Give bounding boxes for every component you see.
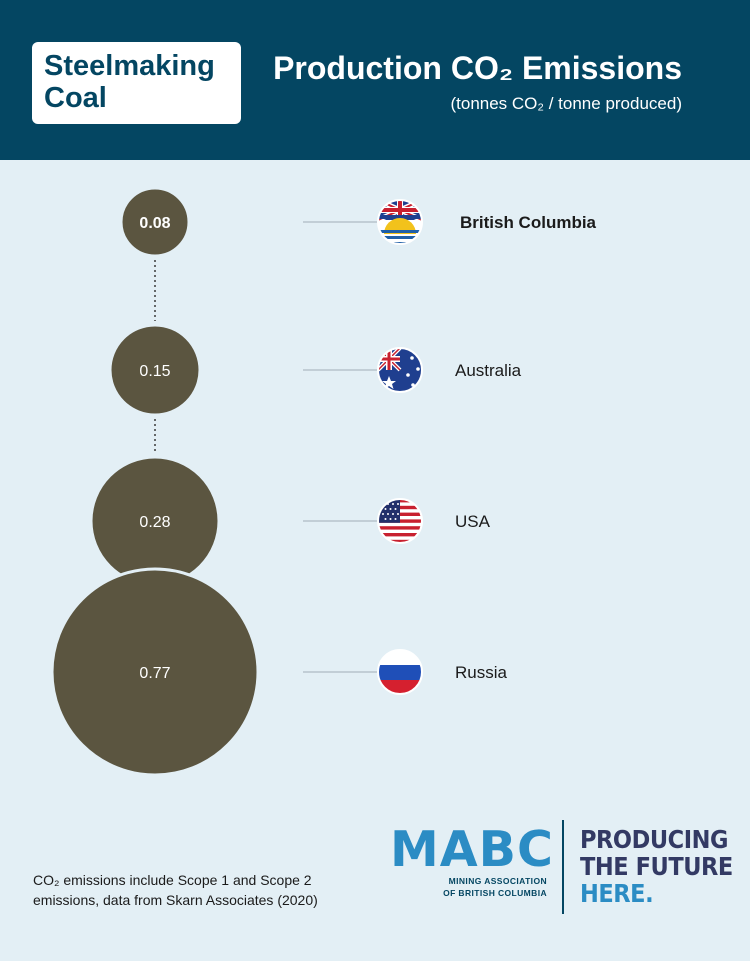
tagline-line-1: PRODUCING	[580, 825, 729, 854]
australia-flag	[378, 348, 422, 392]
category-label: British Columbia	[460, 213, 597, 232]
chart-subtitle: (tonnes CO₂ / tonne produced)	[450, 94, 682, 113]
category-label: Australia	[455, 361, 522, 380]
topic-badge: Steelmaking Coal	[32, 42, 241, 124]
category-label: USA	[455, 512, 491, 531]
bubble-australia	[108, 323, 202, 417]
tagline: PRODUCING THE FUTURE HERE.	[580, 826, 733, 907]
badge-line-1: Steelmaking	[44, 50, 215, 82]
header-banner: Steelmaking Coal Production CO₂ Emission…	[0, 0, 750, 160]
chart-title: Production CO₂ Emissions	[273, 50, 682, 86]
footnote-line-1: CO₂ emissions include Scope 1 and Scope …	[33, 872, 312, 888]
bubble-chart: 0.08 0.15 0.28 0.77	[50, 186, 597, 777]
badge-line-2: Coal	[44, 82, 107, 114]
footnote-line-2: emissions, data from Skarn Associates (2…	[33, 892, 318, 908]
value-label: 0.28	[139, 514, 170, 531]
logo-wordmark: MABC	[390, 821, 554, 878]
category-label: Russia	[455, 663, 508, 682]
tagline-line-3: HERE.	[580, 879, 654, 908]
bubble-british-columbia	[119, 186, 191, 258]
mabc-logo: MABC MINING ASSOCIATION OF BRITISH COLUM…	[390, 825, 555, 910]
logo-divider	[562, 820, 564, 914]
value-label: 0.15	[139, 363, 170, 380]
tagline-line-2: THE FUTURE	[580, 852, 733, 881]
bubble-russia	[50, 567, 260, 777]
value-label: 0.77	[139, 665, 170, 682]
logo-subtitle-line-1: MINING ASSOCIATION	[448, 876, 547, 886]
footnote: CO₂ emissions include Scope 1 and Scope …	[33, 870, 353, 910]
value-label: 0.08	[139, 215, 170, 232]
logo-subtitle-line-2: OF BRITISH COLUMBIA	[443, 888, 547, 898]
